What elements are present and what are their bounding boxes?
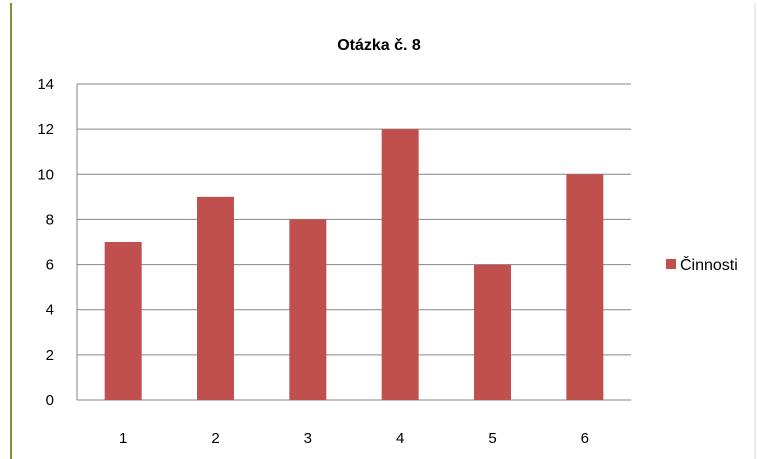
bar [197, 196, 234, 400]
bar [381, 129, 419, 400]
y-tick-label: 14 [37, 76, 54, 93]
x-tick-label: 5 [488, 430, 496, 447]
y-axis-tick-labels: 0 2 4 6 8 10 12 14 [37, 76, 54, 409]
y-tick-label: 10 [37, 166, 54, 183]
gridlines [76, 83, 631, 401]
x-tick-label: 2 [211, 430, 219, 447]
x-axis-tick-labels: 1 2 3 4 5 6 [119, 430, 589, 447]
y-tick-label: 8 [46, 211, 54, 228]
bars [104, 129, 604, 400]
x-tick-label: 6 [581, 430, 589, 447]
legend-swatch [666, 259, 676, 269]
x-tick-label: 1 [119, 430, 127, 447]
x-tick-label: 3 [304, 430, 312, 447]
bar [104, 242, 142, 400]
y-tick-label: 0 [46, 392, 54, 409]
y-tick-label: 2 [46, 347, 54, 364]
legend-label: Činnosti [680, 255, 738, 274]
chart-title: Otázka č. 8 [337, 37, 421, 54]
legend: Činnosti [666, 255, 738, 274]
bar [289, 219, 327, 400]
y-tick-label: 6 [46, 257, 54, 274]
bar [474, 264, 511, 400]
x-tick-label: 4 [396, 430, 404, 447]
y-tick-label: 12 [37, 121, 54, 138]
y-tick-label: 4 [46, 302, 54, 319]
bar [566, 174, 604, 400]
